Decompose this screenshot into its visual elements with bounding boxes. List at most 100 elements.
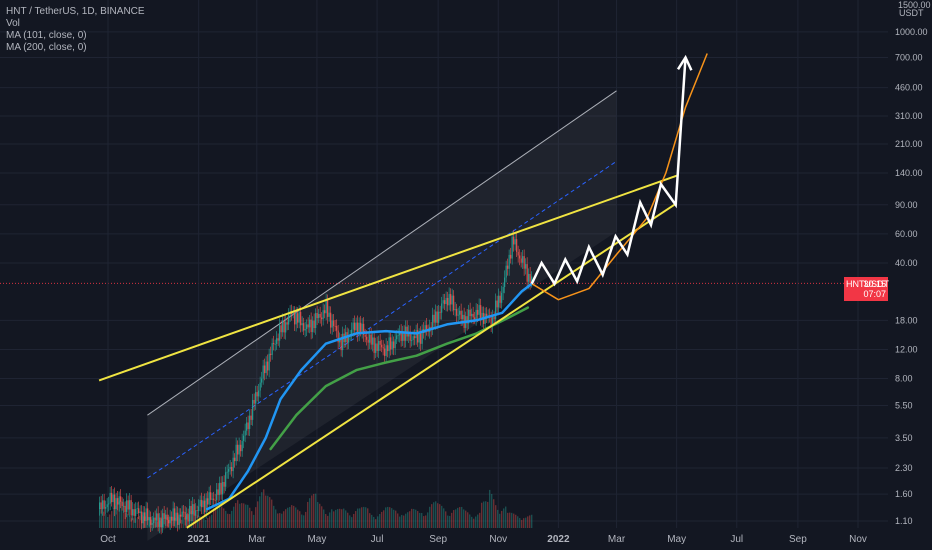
legend-volume[interactable]: Vol — [6, 18, 20, 29]
y-tick-label[interactable]: 2.30 — [895, 463, 913, 473]
volume-bar — [167, 517, 169, 528]
y-tick-label[interactable]: 460.00 — [895, 83, 923, 93]
volume-bar — [127, 514, 129, 528]
candle-body — [315, 313, 317, 329]
x-tick-label[interactable]: 2022 — [547, 534, 570, 545]
y-tick-label[interactable]: 700.00 — [895, 53, 923, 63]
volume-bar — [311, 495, 313, 528]
candle-body — [358, 322, 360, 335]
x-tick-label[interactable]: Sep — [789, 534, 807, 545]
volume-bar — [211, 514, 213, 528]
candle-body — [436, 311, 438, 323]
candle-body — [514, 239, 516, 245]
legend-ma101[interactable]: MA (101, close, 0) — [6, 30, 87, 41]
volume-bar — [199, 516, 201, 528]
channel-fill — [147, 90, 617, 541]
legend-ma200[interactable]: MA (200, close, 0) — [6, 42, 87, 53]
volume-bar — [345, 510, 347, 528]
volume-bar — [415, 509, 417, 528]
candle-body — [198, 506, 200, 511]
y-tick-label[interactable]: 3.50 — [895, 433, 913, 443]
x-tick-label[interactable]: Oct — [100, 534, 116, 545]
candle-body — [472, 313, 474, 318]
volume-bar — [447, 515, 449, 528]
candle-body — [354, 322, 356, 331]
candle-body — [132, 509, 134, 516]
channel-mid-line — [147, 160, 617, 479]
y-tick-label[interactable]: 1.60 — [895, 489, 913, 499]
x-tick-label[interactable]: May — [667, 534, 686, 545]
candle-body — [334, 325, 336, 327]
volume-bar — [137, 516, 139, 528]
candle-body — [285, 322, 287, 333]
x-tick-label[interactable]: 2021 — [188, 534, 211, 545]
candle-body — [393, 341, 395, 349]
volume-bar — [359, 508, 361, 528]
y-tick-label[interactable]: 18.00 — [895, 315, 918, 325]
candle-body — [256, 392, 258, 397]
y-tick-label[interactable]: 210.00 — [895, 139, 923, 149]
volume-bar — [217, 506, 219, 528]
candle-body — [286, 322, 288, 325]
volume-bar — [379, 513, 381, 528]
candle-body — [211, 498, 213, 500]
x-tick-label[interactable]: Jul — [371, 534, 384, 545]
y-tick-label[interactable]: 12.00 — [895, 344, 918, 354]
candle-body — [117, 498, 119, 505]
volume-bar — [473, 518, 475, 528]
x-tick-label[interactable]: Sep — [429, 534, 447, 545]
y-tick-label[interactable]: 310.00 — [895, 111, 923, 121]
volume-bar — [495, 505, 497, 528]
x-tick-label[interactable]: Jul — [730, 534, 743, 545]
candle-body — [408, 331, 410, 337]
volume-bar — [531, 514, 533, 528]
x-tick-label[interactable]: Mar — [608, 534, 626, 545]
candle-body — [469, 309, 471, 317]
candle-body — [447, 297, 449, 306]
candle-body — [418, 333, 420, 343]
x-tick-label[interactable]: Nov — [849, 534, 867, 545]
volume-bar — [349, 515, 351, 528]
candle-body — [282, 320, 284, 333]
candle-body — [480, 305, 482, 321]
volume-bar — [229, 514, 231, 528]
volume-bar — [517, 516, 519, 528]
volume-bar — [103, 511, 105, 528]
volume-bar — [323, 509, 325, 528]
y-tick-label[interactable]: 5.50 — [895, 400, 913, 410]
volume-bar — [377, 516, 379, 528]
volume-bar — [107, 517, 109, 528]
candle-body — [184, 512, 186, 520]
y-tick-label[interactable]: 40.00 — [895, 258, 918, 268]
candle-body — [108, 503, 110, 505]
x-tick-label[interactable]: May — [307, 534, 326, 545]
candle-body — [157, 513, 159, 527]
volume-bar — [209, 516, 211, 528]
candle-body — [433, 314, 435, 323]
y-tick-label[interactable]: 60.00 — [895, 229, 918, 239]
x-tick-label[interactable]: Nov — [489, 534, 507, 545]
y-tick-label[interactable]: 90.00 — [895, 200, 918, 210]
y-tick-label[interactable]: 140.00 — [895, 168, 923, 178]
candle-body — [105, 507, 107, 509]
x-tick-label[interactable]: Mar — [248, 534, 266, 545]
legend-symbol-line[interactable]: HNT / TetherUS, 1D, BINANCE — [6, 6, 145, 17]
candle-body — [522, 256, 524, 263]
volume-bar — [405, 513, 407, 528]
candle-body — [382, 347, 384, 349]
candle-body — [508, 254, 510, 269]
candle-body — [331, 320, 333, 328]
y-tick-label[interactable]: 8.00 — [895, 374, 913, 384]
y-tick-label[interactable]: 1000.00 — [895, 27, 928, 37]
y-tick-label[interactable]: 1.10 — [895, 516, 913, 526]
candle-body — [507, 265, 509, 269]
candle-body — [220, 482, 222, 495]
candle-body — [417, 330, 419, 343]
candle-body — [147, 508, 149, 521]
candle-body — [294, 312, 296, 325]
time-axis[interactable]: Oct 2021 Mar May Jul Sep Nov 2022 Mar May Jul Sep No… — [100, 534, 867, 545]
candle-body — [124, 505, 126, 513]
volume-bar — [371, 514, 373, 528]
